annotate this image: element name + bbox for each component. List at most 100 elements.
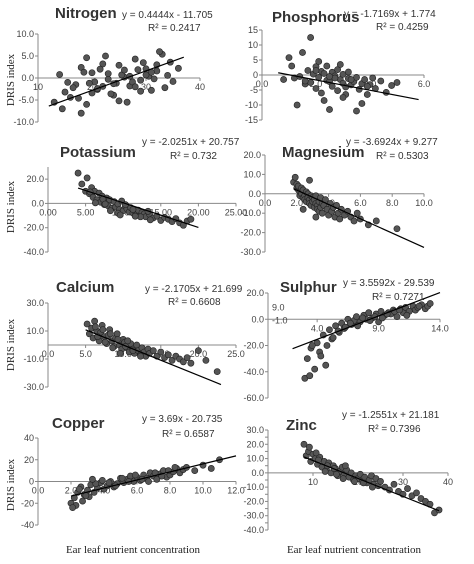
panel-6-data-point [323,342,331,349]
panel-1-data-point [147,86,155,94]
panel-7-data-point [145,478,152,485]
panel-7-data-point [79,497,86,505]
panel-2-equation: y = -1.7169x + 1.774 [344,9,436,20]
panel-8-data-point [321,468,329,475]
panel-5-data-point [149,347,157,354]
panel-6-data-point [329,334,337,342]
panel-4-data-point [393,225,401,233]
panel-6-data-point [426,300,434,307]
panel-5-data-point [83,320,91,328]
panel-2-data-point [363,83,371,90]
panel-4-data-point [306,176,313,184]
panel-3-data-point [116,211,124,219]
panel-2-data-point [334,87,341,94]
panel-2-y-tick-label: 5 [253,55,258,65]
panel-6-x-tick-label: 14.0 [431,323,449,333]
panel-8-equation: y = -1.2551x + 21.181 [342,410,440,421]
panel-6-equation: y = 3.5592x - 29.539 [343,278,435,289]
panel-7-x-tick-label: 8.0 [164,486,177,496]
panel-8-x-tick-label: 40 [443,477,453,487]
panel-3-r-squared: R² = 0.732 [170,151,217,162]
panel-6-data-point [326,326,333,334]
panel-4-x-tick-label: 6.0 [354,198,367,208]
panel-2-data-point [320,70,328,77]
panel-2-y-tick-label: 15 [248,25,258,35]
panel-1-data-point [88,69,96,77]
panel-7-data-point [105,479,113,486]
panel-8-r-squared: R² = 0.7396 [368,424,421,435]
panel-1-x-tick-label: 20 [87,82,97,92]
panel-2-data-point [353,107,360,115]
panel-6-data-point [317,352,325,360]
panel-3-y-tick-label: 0.0 [31,198,44,208]
panel-8-y-tick-label: -20.0 [243,496,264,506]
panel-3-data-point [91,199,99,207]
panel-3-data-point [107,207,114,215]
panel-6-data-point [306,372,314,380]
panel-4-y-tick-label: -20.0 [240,228,261,238]
panel-5-data-point [168,356,176,364]
panel-7-equation: y = 3.69x - 20.735 [142,414,223,425]
panel-1-data-point [156,48,163,55]
panel-5-data-point [109,344,117,352]
panel-4-x-tick-label: 8.0 [386,198,399,208]
panel-3-y-tick-label: -20.0 [23,223,44,233]
panel-5-data-point [116,349,124,357]
x-axis-label-left: Ear leaf nutrient concentration [66,544,201,556]
panel-6-y-tick-label: -40.0 [243,367,264,377]
panel-2-data-point [347,76,355,83]
panel-8-x-tick-label: 30 [398,477,408,487]
y-axis-label-row-2: DRIS index [5,180,17,233]
panel-8-data-point [300,440,308,448]
panel-1-data-point [131,83,139,91]
panel-2-data-point [328,83,336,90]
panel-1-data-point [137,76,144,84]
panel-8-data-point [413,489,420,497]
panel-1-data-point [83,54,90,62]
panel-8-y-tick-label: -10.0 [243,482,264,492]
panel-4-equation: y = -3.6924x + 9.277 [346,137,438,148]
panel-1-data-point [174,64,182,72]
panel-5-title: Calcium [56,279,114,296]
panel-8-data-point [404,485,411,492]
panel-4-x-tick-label: 10.0 [415,198,433,208]
panel-5-x-tick-label: 25.0 [227,349,245,359]
panel-2-y-tick-label: 10 [248,40,258,50]
panel-1-data-point [142,71,150,79]
panel-4-y-tick-label: 10.0 [243,169,261,179]
panel-1-y-tick-label: -10.0 [13,117,34,127]
panel-2-data-point [388,82,395,89]
panel-5-equation: y = -2.1705x + 21.699 [145,284,243,295]
panel-1-data-point [137,87,144,95]
panel-5-data-point [113,330,121,338]
panel-2-y-tick-label: 0 [253,70,258,80]
panel-1-x-tick-label: 30 [141,82,151,92]
panel-4-data-point [372,217,380,225]
panel-2-data-point [326,106,333,113]
panel-6-trend-line [292,292,441,350]
panel-7-x-tick-label: 12.0 [227,486,245,496]
panel-4-data-point [336,215,344,223]
panel-3-data-point [101,200,109,208]
panel-1-data-point [102,52,109,60]
panel-2-data-point [312,67,320,74]
panel-6-y-tick-label: 20.0 [246,288,264,298]
panel-3-data-point [74,169,82,177]
panel-1-x-tick-label: 10 [33,82,43,92]
panel-5-data-point [124,337,132,345]
panel-7-x-tick-label: 2.0 [65,486,78,496]
panel-6-data-point [403,311,411,319]
panel-2-x-tick-label: 0.0 [256,79,269,89]
panel-3-equation: y = -2.0251x + 20.757 [142,137,240,148]
panel-6-data-point [353,313,360,321]
panel-6-data-point [303,355,311,363]
panel-7-data-point [153,475,161,483]
panel-2-x-tick-label: 2.0 [310,79,323,89]
panel-4-x-tick-label: 0.0 [259,198,272,208]
panel-1-data-point [134,66,142,74]
panel-1-data-point [99,60,107,68]
panel-2-data-point [361,76,368,83]
panel-1-data-point [56,71,63,78]
panel-7-y-tick-label: -20 [21,498,34,508]
